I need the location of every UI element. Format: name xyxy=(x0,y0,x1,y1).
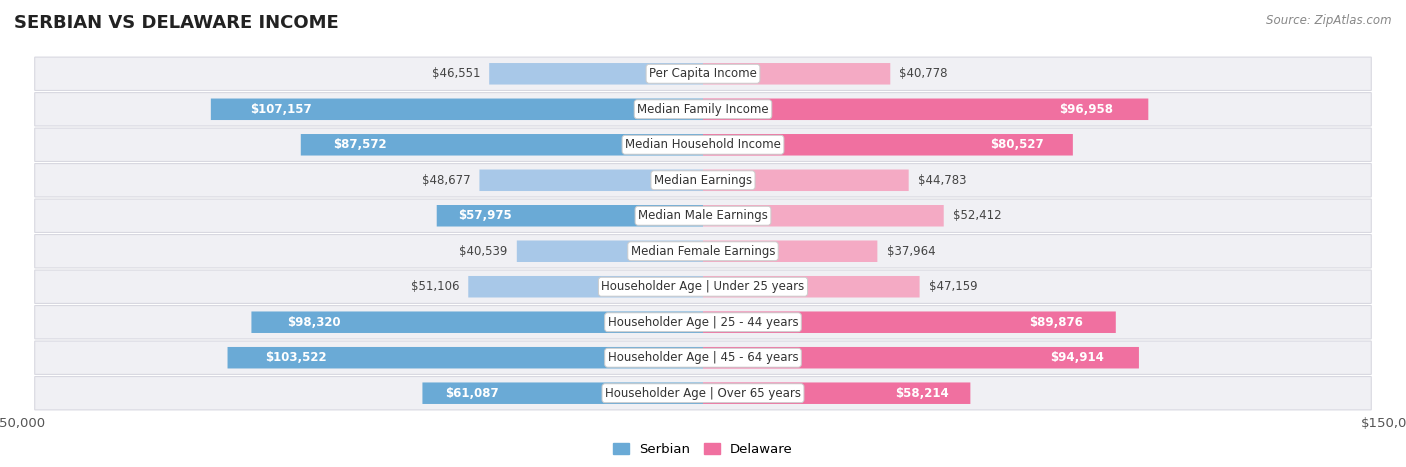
Text: Median Family Income: Median Family Income xyxy=(637,103,769,116)
Text: SERBIAN VS DELAWARE INCOME: SERBIAN VS DELAWARE INCOME xyxy=(14,14,339,32)
Text: Median Earnings: Median Earnings xyxy=(654,174,752,187)
Text: $61,087: $61,087 xyxy=(444,387,499,400)
FancyBboxPatch shape xyxy=(703,276,920,297)
Text: Householder Age | Under 25 years: Householder Age | Under 25 years xyxy=(602,280,804,293)
Text: $89,876: $89,876 xyxy=(1029,316,1083,329)
Text: $47,159: $47,159 xyxy=(929,280,977,293)
FancyBboxPatch shape xyxy=(252,311,703,333)
Text: $46,551: $46,551 xyxy=(432,67,479,80)
Text: Householder Age | 45 - 64 years: Householder Age | 45 - 64 years xyxy=(607,351,799,364)
Text: $103,522: $103,522 xyxy=(266,351,328,364)
Text: $98,320: $98,320 xyxy=(288,316,342,329)
Text: Median Female Earnings: Median Female Earnings xyxy=(631,245,775,258)
FancyBboxPatch shape xyxy=(35,234,1371,268)
FancyBboxPatch shape xyxy=(35,163,1371,197)
Text: $94,914: $94,914 xyxy=(1050,351,1104,364)
Text: $48,677: $48,677 xyxy=(422,174,470,187)
FancyBboxPatch shape xyxy=(301,134,703,156)
FancyBboxPatch shape xyxy=(35,270,1371,304)
Text: $37,964: $37,964 xyxy=(887,245,935,258)
Text: $107,157: $107,157 xyxy=(250,103,312,116)
FancyBboxPatch shape xyxy=(479,170,703,191)
Text: Per Capita Income: Per Capita Income xyxy=(650,67,756,80)
Text: $40,778: $40,778 xyxy=(900,67,948,80)
Text: Source: ZipAtlas.com: Source: ZipAtlas.com xyxy=(1267,14,1392,27)
FancyBboxPatch shape xyxy=(703,63,890,85)
FancyBboxPatch shape xyxy=(517,241,703,262)
Text: $80,527: $80,527 xyxy=(990,138,1043,151)
FancyBboxPatch shape xyxy=(35,128,1371,162)
FancyBboxPatch shape xyxy=(35,341,1371,375)
FancyBboxPatch shape xyxy=(703,170,908,191)
Legend: Serbian, Delaware: Serbian, Delaware xyxy=(607,438,799,461)
FancyBboxPatch shape xyxy=(703,347,1139,368)
FancyBboxPatch shape xyxy=(422,382,703,404)
Text: $87,572: $87,572 xyxy=(333,138,387,151)
FancyBboxPatch shape xyxy=(703,311,1116,333)
FancyBboxPatch shape xyxy=(228,347,703,368)
FancyBboxPatch shape xyxy=(703,382,970,404)
Text: $96,958: $96,958 xyxy=(1059,103,1112,116)
FancyBboxPatch shape xyxy=(703,99,1149,120)
FancyBboxPatch shape xyxy=(703,205,943,226)
FancyBboxPatch shape xyxy=(703,134,1073,156)
Text: $44,783: $44,783 xyxy=(918,174,966,187)
Text: Householder Age | 25 - 44 years: Householder Age | 25 - 44 years xyxy=(607,316,799,329)
Text: $51,106: $51,106 xyxy=(411,280,460,293)
FancyBboxPatch shape xyxy=(211,99,703,120)
Text: $52,412: $52,412 xyxy=(953,209,1001,222)
FancyBboxPatch shape xyxy=(35,305,1371,339)
FancyBboxPatch shape xyxy=(489,63,703,85)
FancyBboxPatch shape xyxy=(35,57,1371,91)
Text: Median Household Income: Median Household Income xyxy=(626,138,780,151)
Text: $58,214: $58,214 xyxy=(896,387,949,400)
FancyBboxPatch shape xyxy=(468,276,703,297)
Text: Householder Age | Over 65 years: Householder Age | Over 65 years xyxy=(605,387,801,400)
FancyBboxPatch shape xyxy=(35,376,1371,410)
Text: $57,975: $57,975 xyxy=(458,209,512,222)
Text: $40,539: $40,539 xyxy=(460,245,508,258)
FancyBboxPatch shape xyxy=(35,199,1371,233)
Text: Median Male Earnings: Median Male Earnings xyxy=(638,209,768,222)
FancyBboxPatch shape xyxy=(703,241,877,262)
FancyBboxPatch shape xyxy=(437,205,703,226)
FancyBboxPatch shape xyxy=(35,92,1371,126)
